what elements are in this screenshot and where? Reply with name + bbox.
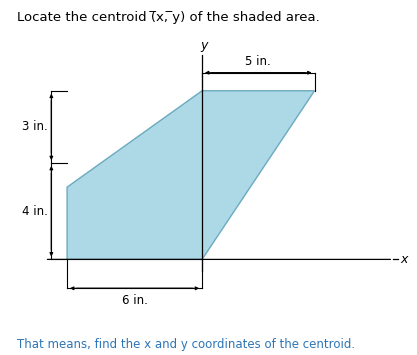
Text: 3 in.: 3 in. bbox=[22, 120, 48, 133]
Text: 6 in.: 6 in. bbox=[122, 294, 148, 307]
Text: That means, find the x and y coordinates of the centroid.: That means, find the x and y coordinates… bbox=[17, 338, 355, 351]
Text: x: x bbox=[400, 253, 407, 266]
Polygon shape bbox=[67, 91, 314, 260]
Text: 5 in.: 5 in. bbox=[246, 55, 271, 68]
Text: Locate the centroid (̅x, ̅y) of the shaded area.: Locate the centroid (̅x, ̅y) of the shad… bbox=[17, 11, 319, 24]
Text: 4 in.: 4 in. bbox=[22, 205, 48, 218]
Text: y: y bbox=[201, 39, 208, 52]
